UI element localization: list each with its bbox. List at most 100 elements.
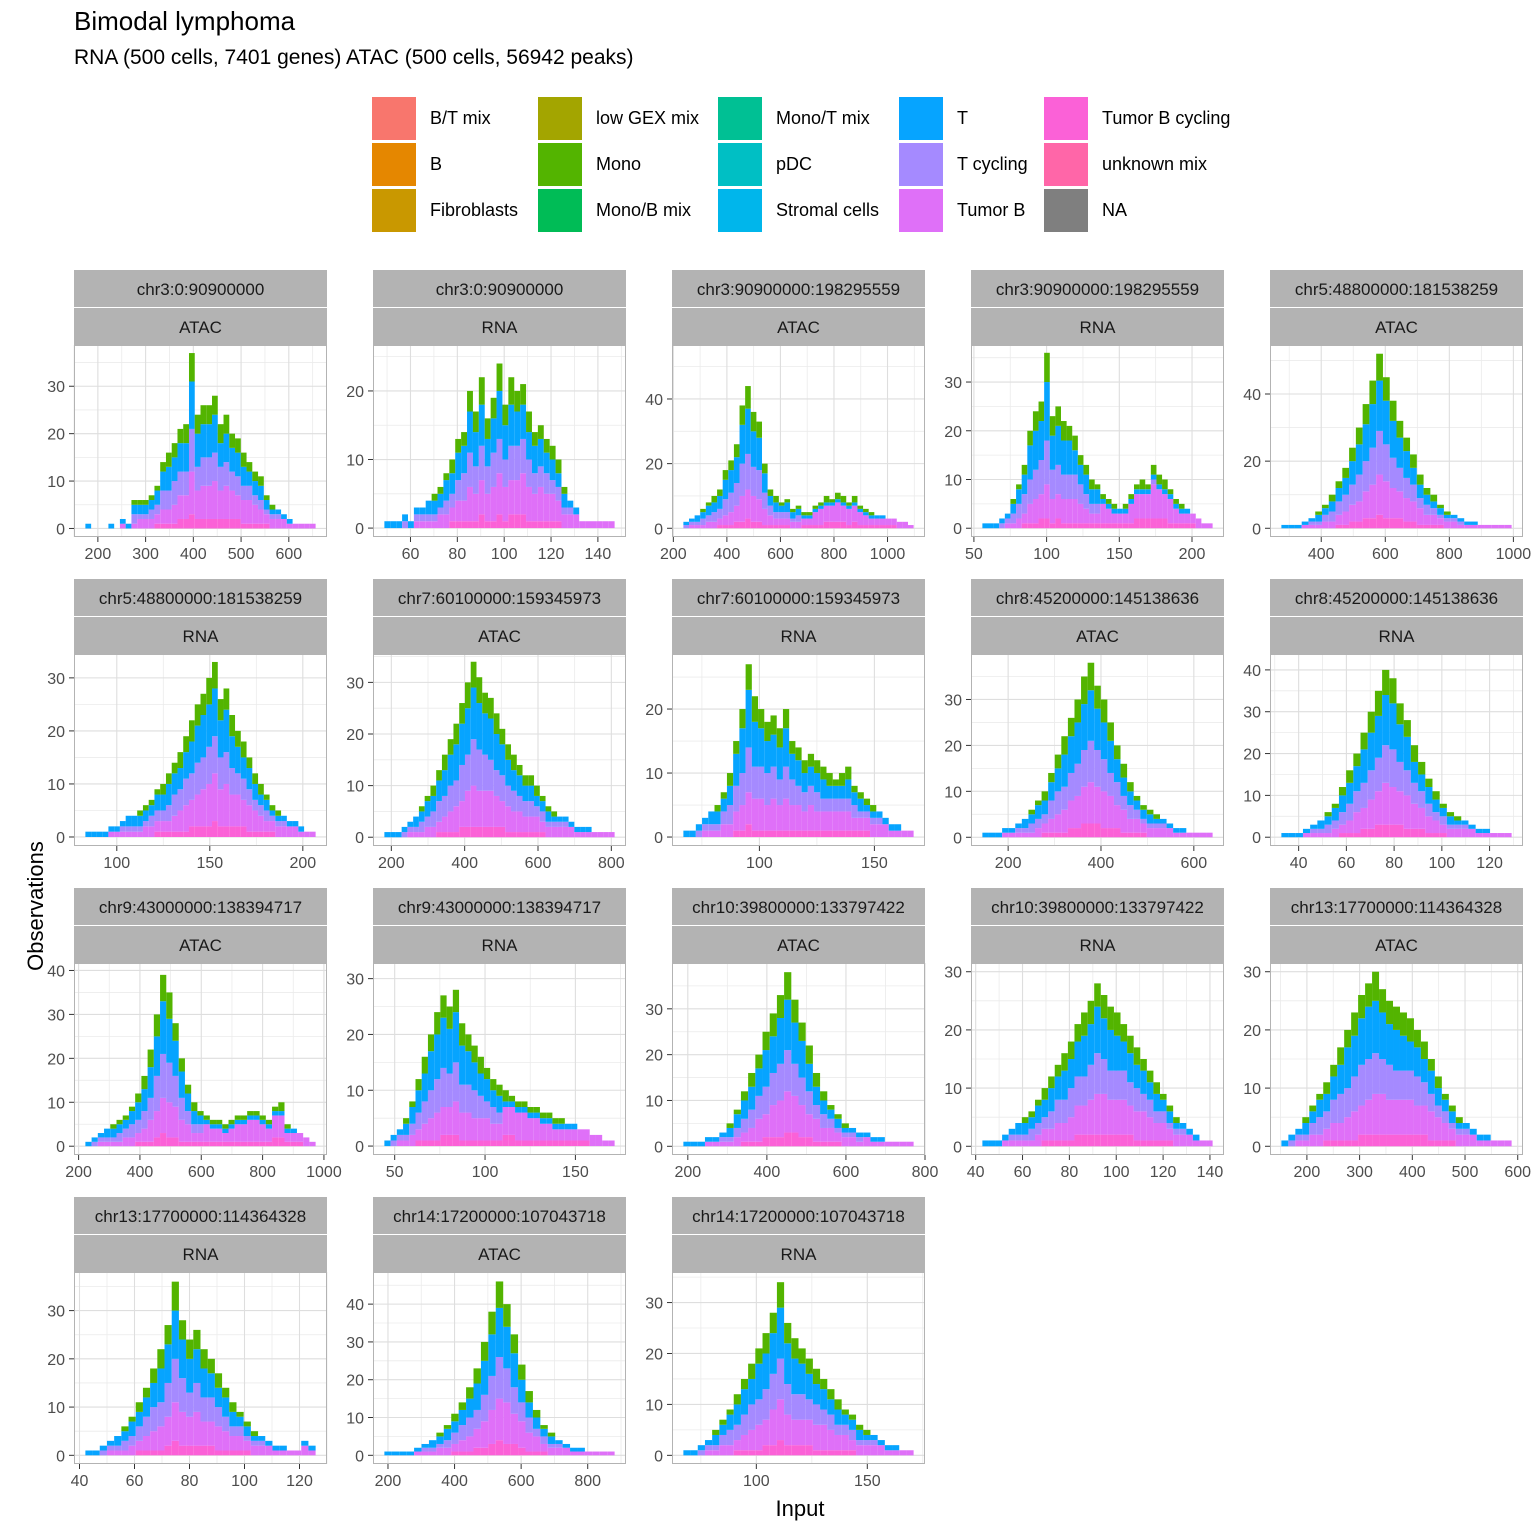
histogram-bar-segment	[1049, 523, 1056, 529]
histogram-bar-segment	[547, 1447, 556, 1456]
histogram-bar-segment	[585, 826, 592, 833]
histogram-bar-segment	[834, 502, 841, 522]
histogram-bar-segment	[171, 773, 178, 795]
facet-strip-region: chr3:90900000:198295559	[996, 280, 1199, 299]
histogram-bar-segment	[1048, 772, 1055, 783]
histogram-bar-segment	[602, 521, 609, 529]
histogram-bar-segment	[1441, 1093, 1449, 1100]
histogram-bar-segment	[1094, 983, 1101, 1007]
histogram-bar-segment	[252, 471, 259, 482]
histogram-bar-segment	[591, 521, 597, 529]
histogram-bar-segment	[1410, 745, 1419, 762]
histogram-bar-segment	[114, 1445, 122, 1451]
histogram-bar-segment	[884, 1141, 893, 1147]
histogram-bar-segment	[764, 805, 771, 831]
histogram-bar-segment	[1338, 833, 1347, 838]
histogram-bar-segment	[1120, 809, 1128, 833]
histogram-bar-segment	[870, 1141, 878, 1147]
histogram-bar-segment	[1021, 832, 1029, 838]
histogram-bar-segment	[459, 1112, 466, 1141]
histogram-bar-segment	[515, 1140, 522, 1147]
histogram-bar-segment	[85, 831, 92, 837]
histogram-bar-segment	[1315, 514, 1323, 522]
histogram-bar-segment	[154, 490, 161, 505]
histogram-bar-segment	[776, 1358, 785, 1400]
histogram-bar-segment	[812, 1118, 821, 1142]
facet-strip-bottom	[74, 308, 327, 345]
histogram-bar-segment	[490, 1140, 497, 1147]
histogram-bar-segment	[464, 826, 471, 838]
histogram-bar-segment	[1028, 809, 1036, 815]
histogram-bar-segment	[585, 521, 592, 529]
histogram-bar-segment	[465, 1112, 472, 1141]
histogram-bar-segment	[493, 713, 500, 734]
histogram-bar-segment	[776, 830, 783, 838]
histogram-bar-segment	[292, 523, 299, 529]
histogram-bar-segment	[178, 1071, 185, 1098]
histogram-bar-segment	[827, 1105, 835, 1110]
histogram-bar-segment	[577, 1129, 584, 1141]
y-tick-label: 30	[346, 972, 364, 989]
histogram-bar-segment	[841, 1434, 849, 1451]
facet-strip-bottom	[74, 926, 327, 963]
histogram-bar-segment	[396, 1134, 404, 1141]
histogram-bar-segment	[537, 486, 544, 522]
histogram-bar-segment	[1049, 416, 1056, 436]
histogram-bar-segment	[795, 515, 802, 522]
histogram-bar-segment	[415, 1112, 422, 1130]
histogram-bar-segment	[851, 495, 858, 503]
histogram-bar-segment	[1145, 518, 1151, 529]
histogram-bar-segment	[171, 523, 178, 529]
histogram-bar-segment	[1389, 703, 1397, 750]
histogram-bar-segment	[1302, 1117, 1310, 1123]
histogram-bar-segment	[525, 1451, 533, 1456]
histogram-bar-segment	[784, 999, 792, 1051]
histogram-bar-segment	[240, 1141, 248, 1147]
histogram-bar-segment	[551, 826, 558, 838]
histogram-bar-segment	[704, 1141, 713, 1147]
histogram-bar-segment	[1077, 455, 1084, 465]
histogram-bar-segment	[390, 1134, 397, 1141]
x-tick-label: 80	[1385, 855, 1403, 872]
histogram-bar-segment	[733, 483, 740, 506]
histogram-bar-segment	[1133, 800, 1141, 810]
histogram-bar-segment	[1367, 799, 1375, 829]
histogram-bar-segment	[564, 1129, 572, 1141]
histogram-bar-segment	[459, 1023, 466, 1046]
histogram-bar-segment	[229, 1426, 237, 1437]
histogram-bar-segment	[1413, 1029, 1421, 1048]
y-tick-label: 10	[346, 779, 364, 796]
histogram-bar-segment	[223, 688, 230, 710]
histogram-bar-segment	[851, 817, 858, 831]
histogram-bar-segment	[1166, 828, 1174, 838]
histogram-bar-segment	[1066, 523, 1073, 529]
histogram-bar-segment	[171, 457, 178, 482]
histogram-bar-segment	[608, 832, 615, 838]
histogram-bar-segment	[142, 805, 149, 811]
histogram-bar-segment	[722, 470, 729, 480]
histogram-bar-segment	[1122, 513, 1129, 524]
chart-subtitle: RNA (500 cells, 7401 genes) ATAC (500 ce…	[74, 46, 634, 69]
histogram-bar-segment	[549, 521, 556, 529]
histogram-bar-segment	[838, 798, 846, 812]
histogram-bar-segment	[857, 512, 864, 526]
histogram-bar-segment	[840, 495, 847, 503]
histogram-bar-segment	[700, 518, 706, 526]
histogram-bar-segment	[478, 404, 485, 446]
histogram-bar-segment	[1344, 1047, 1352, 1089]
histogram-bar-segment	[407, 832, 414, 838]
histogram-bar-segment	[296, 1133, 304, 1142]
histogram-bar-segment	[194, 466, 201, 491]
histogram-bar-segment	[1346, 782, 1354, 804]
histogram-bar-segment	[1427, 1140, 1435, 1147]
histogram-bar-segment	[212, 452, 218, 482]
histogram-bar-segment	[1054, 1099, 1062, 1123]
histogram-bar-segment	[240, 523, 247, 529]
histogram-bar-segment	[525, 1391, 533, 1403]
histogram-bar-segment	[135, 1426, 143, 1441]
histogram-bar-segment	[499, 826, 506, 838]
histogram-bar-segment	[840, 505, 847, 522]
legend-key	[538, 97, 582, 140]
histogram-bar-segment	[1113, 782, 1121, 806]
histogram-bar-segment	[704, 1137, 713, 1142]
